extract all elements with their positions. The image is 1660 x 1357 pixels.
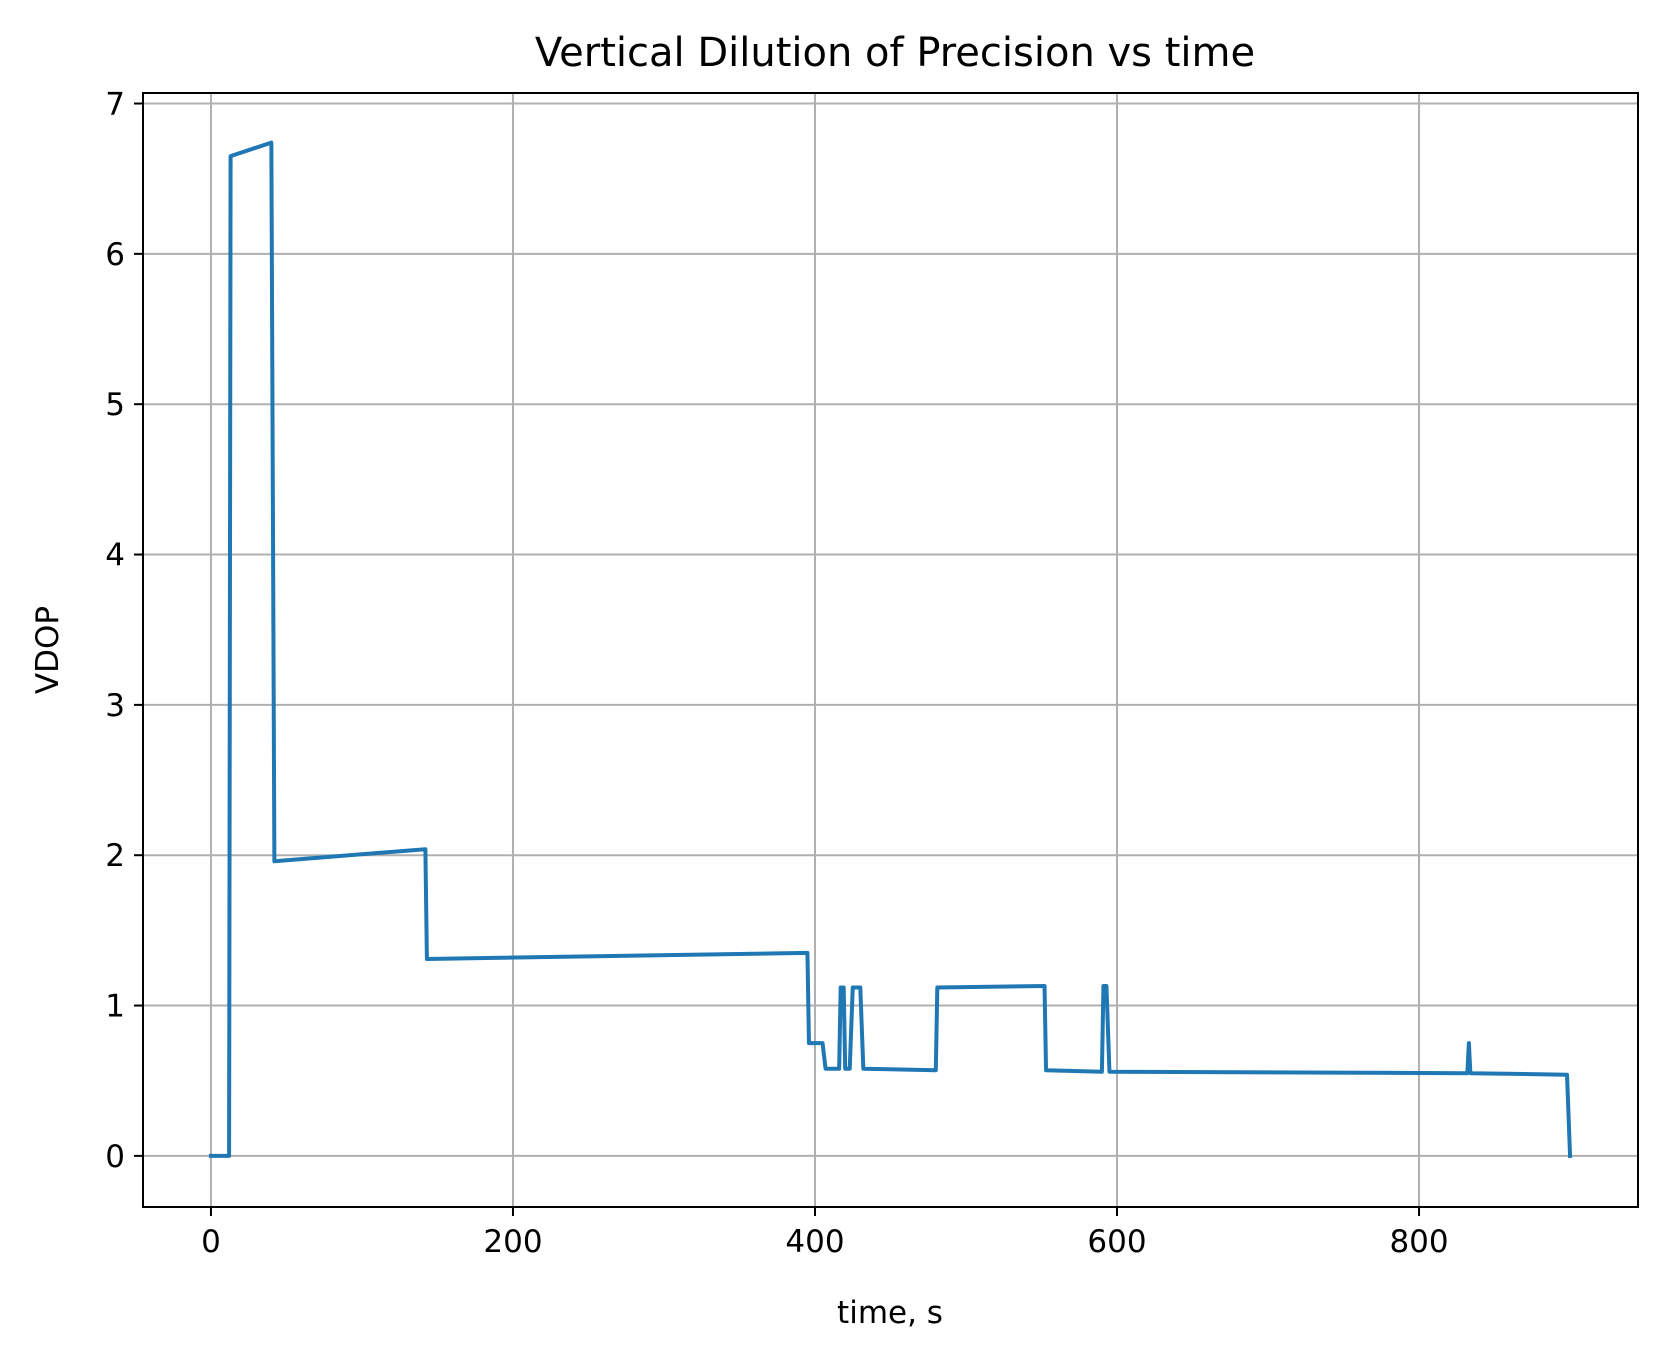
x-tick-label: 800: [1389, 1224, 1448, 1260]
y-tick-label: 0: [105, 1139, 125, 1175]
grid-layer: [143, 93, 1638, 1207]
x-axis-label: time, s: [837, 1295, 943, 1331]
y-tick-label: 2: [105, 838, 125, 874]
y-tick-label: 7: [105, 87, 125, 123]
series-layer: [208, 140, 1573, 1158]
series-line: [208, 140, 1573, 1158]
y-axis-label: VDOP: [30, 606, 66, 694]
chart-title: Vertical Dilution of Precision vs time: [535, 30, 1255, 76]
plot-frame: [142, 92, 1639, 1208]
y-tick-label: 4: [105, 538, 125, 574]
y-tick-label: 6: [105, 237, 125, 273]
y-tick-label: 1: [105, 989, 125, 1025]
y-tick-label: 5: [105, 387, 125, 423]
x-tick-label: 400: [785, 1224, 844, 1260]
x-tick-label: 0: [201, 1224, 221, 1260]
y-tick-label: 3: [105, 688, 125, 724]
x-tick-label: 200: [483, 1224, 542, 1260]
tick-layer: 0 200 400 600 800 0 1 2 3 4 5 6 7: [105, 87, 1448, 1260]
x-tick-label: 600: [1087, 1224, 1146, 1260]
